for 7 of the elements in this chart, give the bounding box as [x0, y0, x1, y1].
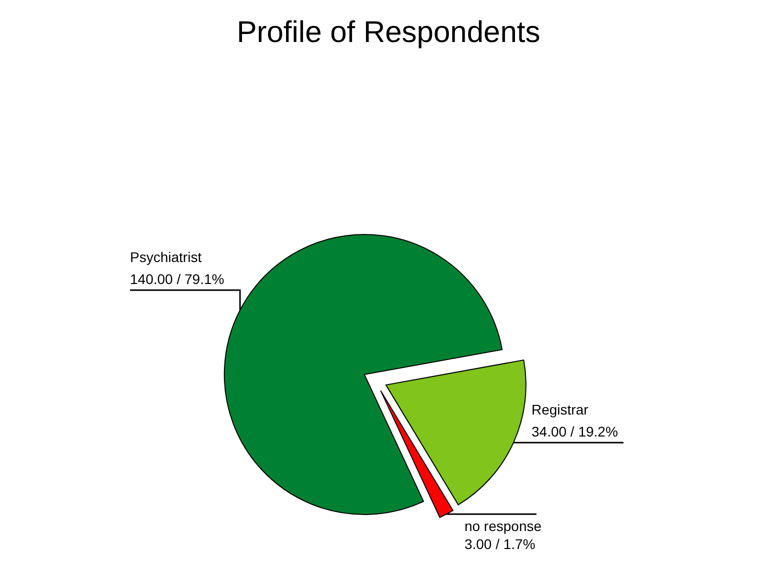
slice-label: Registrar	[532, 402, 589, 418]
slice-label: no response	[464, 518, 542, 534]
data-label: 140.00 / 79.1%	[130, 271, 224, 288]
data-label: 34.00 / 19.2%	[532, 424, 618, 440]
data-label: 3.00 / 1.7%	[464, 536, 536, 552]
chart-title: Profile of Respondents	[236, 16, 540, 49]
slice-label: Psychiatrist	[130, 249, 202, 266]
